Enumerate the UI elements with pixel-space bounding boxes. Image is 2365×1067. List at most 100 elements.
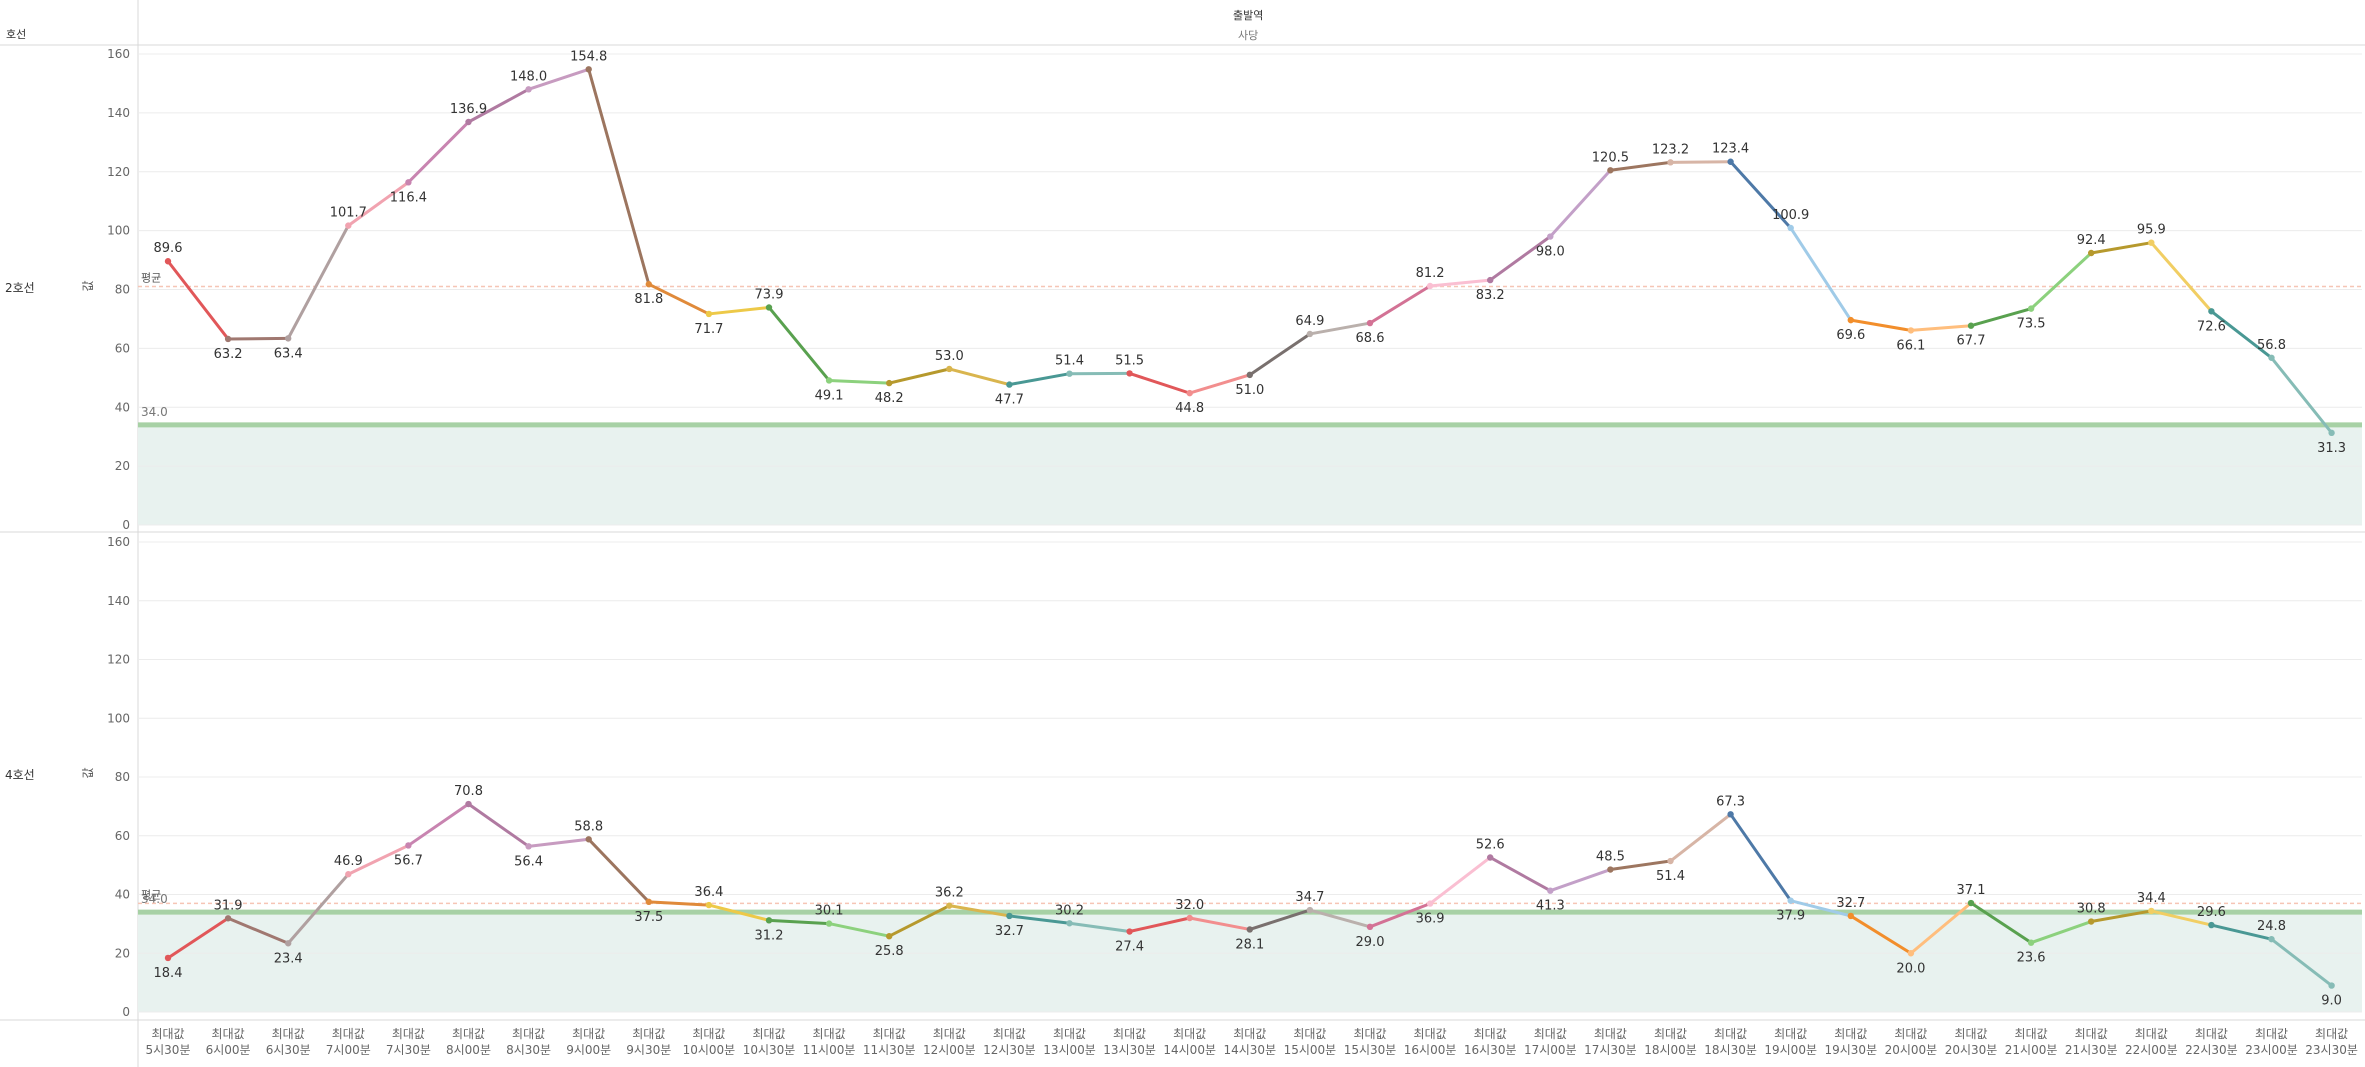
data-label: 71.7 xyxy=(694,322,723,337)
x-tick-label: 10시30분 xyxy=(743,1043,796,1057)
series-segment xyxy=(1969,307,2033,328)
x-tick-label-measure: 최대값 xyxy=(1053,1027,1086,1041)
x-tick-label-measure: 최대값 xyxy=(993,1027,1026,1041)
series-segment xyxy=(2029,920,2093,945)
y-tick-label: 120 xyxy=(107,165,130,179)
data-label: 36.9 xyxy=(1416,912,1445,927)
series-segment xyxy=(767,305,831,382)
data-point xyxy=(1066,920,1073,927)
data-label: 68.6 xyxy=(1356,331,1385,346)
x-tick-label-measure: 최대값 xyxy=(572,1027,605,1041)
series-segment xyxy=(286,872,350,945)
data-label: 53.0 xyxy=(935,349,964,364)
x-tick-label-measure: 최대값 xyxy=(1113,1027,1146,1041)
series-segment xyxy=(226,336,290,341)
data-point xyxy=(2208,308,2215,315)
data-label: 73.5 xyxy=(2017,317,2046,332)
data-label: 81.2 xyxy=(1416,266,1445,281)
x-tick-label-measure: 최대값 xyxy=(332,1027,365,1041)
x-tick-label-measure: 최대값 xyxy=(2195,1027,2228,1041)
x-tick-label: 17시00분 xyxy=(1524,1043,1577,1057)
series-segment xyxy=(1188,373,1252,395)
series-segment xyxy=(1128,371,1192,395)
series-segment xyxy=(1909,324,1973,332)
data-point xyxy=(1847,912,1855,920)
y-tick-label: 140 xyxy=(107,106,130,120)
data-label: 51.5 xyxy=(1115,353,1144,368)
data-point xyxy=(2328,429,2335,437)
x-tick-label: 22시00분 xyxy=(2125,1043,2178,1057)
series-segment xyxy=(1308,321,1372,336)
series-segment xyxy=(587,67,651,286)
series-segment xyxy=(2149,909,2213,927)
x-tick-label: 20시30분 xyxy=(1945,1043,1998,1057)
x-tick-label-measure: 최대값 xyxy=(933,1027,966,1041)
series-segment xyxy=(1909,901,1973,955)
data-point xyxy=(164,954,172,962)
series-segment xyxy=(1608,859,1672,872)
y-tick-label: 0 xyxy=(122,518,130,532)
data-point xyxy=(1126,928,1133,935)
x-tick-label-measure: 최대값 xyxy=(1774,1027,1807,1041)
x-tick-label: 9시30분 xyxy=(626,1043,671,1057)
series-segment xyxy=(647,282,711,316)
series-segment xyxy=(1789,899,1853,918)
data-point xyxy=(1787,897,1794,904)
data-point xyxy=(2328,982,2335,989)
data-label: 56.7 xyxy=(394,853,423,868)
data-point xyxy=(1907,327,1915,334)
series-segment xyxy=(406,120,470,184)
x-tick-label: 16시30분 xyxy=(1464,1043,1517,1057)
data-label: 136.9 xyxy=(450,102,487,117)
data-point xyxy=(1366,923,1374,931)
series-segment xyxy=(346,180,410,228)
series-segment xyxy=(1188,916,1252,931)
data-label: 30.8 xyxy=(2077,902,2106,917)
data-label: 51.4 xyxy=(1656,869,1685,884)
data-label: 37.5 xyxy=(634,910,663,925)
row-header-label: 4호선 xyxy=(5,768,35,782)
x-tick-label-measure: 최대값 xyxy=(1173,1027,1206,1041)
x-tick-label-measure: 최대값 xyxy=(2135,1027,2168,1041)
data-label: 32.7 xyxy=(1836,896,1865,911)
data-label: 81.8 xyxy=(634,292,663,307)
series-segment xyxy=(1669,812,1733,863)
x-tick-label: 22시30분 xyxy=(2185,1043,2238,1057)
data-label: 123.4 xyxy=(1712,142,1749,157)
series-segment xyxy=(1308,908,1372,929)
y-tick-label: 20 xyxy=(115,459,130,473)
x-tick-label: 17시30분 xyxy=(1584,1043,1637,1057)
data-point xyxy=(585,66,592,73)
data-point xyxy=(1366,319,1374,327)
series-segment xyxy=(1608,160,1672,172)
series-segment xyxy=(467,802,531,848)
data-point xyxy=(465,800,472,808)
series-segment xyxy=(2270,937,2334,988)
y-tick-label: 100 xyxy=(107,711,130,725)
data-point xyxy=(2088,249,2095,257)
data-label: 48.2 xyxy=(875,391,904,406)
data-point xyxy=(1667,159,1674,166)
data-point xyxy=(1246,371,1254,379)
data-label: 51.0 xyxy=(1235,383,1264,398)
x-tick-label-measure: 최대값 xyxy=(272,1027,305,1041)
data-point xyxy=(1066,370,1073,377)
x-tick-label: 20시00분 xyxy=(1885,1043,1938,1057)
series-segment xyxy=(2149,241,2213,313)
x-tick-label-measure: 최대값 xyxy=(2315,1027,2348,1041)
data-point xyxy=(1186,389,1193,397)
data-point xyxy=(645,898,652,906)
y-tick-label: 20 xyxy=(115,946,130,960)
series-segment xyxy=(1488,855,1552,893)
series-segment xyxy=(1007,914,1071,925)
data-label: 120.5 xyxy=(1592,150,1629,165)
data-point xyxy=(705,310,713,318)
data-label: 31.9 xyxy=(214,898,243,913)
series-segment xyxy=(2270,356,2334,435)
y-tick-label: 60 xyxy=(115,341,130,355)
series-segment xyxy=(527,837,591,848)
series-segment xyxy=(2209,923,2273,941)
data-label: 95.9 xyxy=(2137,223,2166,238)
x-tick-label: 16시00분 xyxy=(1404,1043,1457,1057)
data-point xyxy=(1547,233,1554,240)
